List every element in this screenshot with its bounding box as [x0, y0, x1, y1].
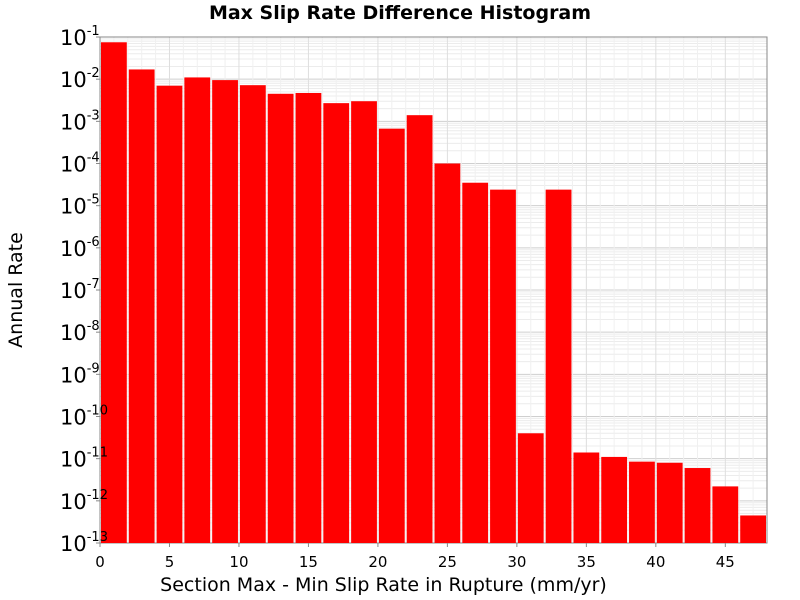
x-tick-label: 25	[438, 553, 457, 571]
y-tick-label: 10-3	[60, 108, 100, 134]
histogram-bar	[601, 456, 628, 543]
y-tick-label: 10-12	[60, 488, 108, 514]
y-axis-ticks: 10-1 10-2 10-3 10-4 10-5 10-6 10-7 10-8 10-9 10-1…	[60, 24, 108, 556]
y-tick-label: 10-6	[60, 235, 100, 261]
bars	[101, 42, 766, 544]
x-tick-label: 5	[165, 553, 175, 571]
x-tick-label: 35	[577, 553, 596, 571]
y-tick-label: 10-5	[60, 193, 100, 219]
histogram-bar	[684, 468, 711, 543]
y-tick-label: 10-10	[60, 404, 108, 430]
histogram-bar	[267, 93, 294, 543]
histogram-bar	[517, 433, 544, 543]
x-tick-label: 40	[646, 553, 665, 571]
histogram-bar	[239, 85, 266, 543]
histogram-bar	[406, 115, 433, 543]
x-tick-label: 45	[716, 553, 735, 571]
x-axis-label: Section Max - Min Slip Rate in Rupture (…	[160, 574, 607, 596]
histogram-bar	[295, 92, 322, 543]
histogram-bar	[545, 189, 572, 543]
histogram-bar	[212, 80, 238, 543]
y-tick-label: 10-9	[60, 361, 100, 387]
y-tick-label: 10-11	[60, 446, 108, 472]
histogram-bar	[184, 77, 211, 544]
y-tick-label: 10-8	[60, 319, 100, 345]
y-axis-label: Annual Rate	[5, 232, 27, 348]
histogram-bar	[101, 42, 127, 543]
y-tick-label: 10-13	[60, 530, 108, 556]
y-tick-label: 10-4	[60, 151, 100, 177]
histogram-bar	[378, 128, 405, 543]
histogram-bar	[740, 515, 766, 543]
x-axis-ticks: 0 5 10 15 20 25 30 35 40 45	[95, 543, 735, 571]
y-tick-label: 10-7	[60, 277, 100, 303]
x-tick-label: 30	[507, 553, 526, 571]
histogram-bar	[323, 103, 350, 543]
histogram-bar	[351, 101, 377, 543]
y-tick-label: 10-2	[60, 66, 100, 92]
histogram-bar	[490, 189, 516, 543]
histogram-bar	[462, 182, 489, 543]
x-tick-label: 15	[299, 553, 318, 571]
x-tick-label: 0	[95, 553, 105, 571]
x-tick-label: 10	[229, 553, 248, 571]
histogram-bar	[156, 85, 183, 543]
histogram-bar	[573, 452, 600, 543]
histogram-bar	[629, 461, 655, 543]
histogram-bar	[434, 163, 461, 543]
y-tick-label: 10-1	[60, 24, 100, 50]
histogram-bar	[656, 462, 683, 543]
chart-title: Max Slip Rate Difference Histogram	[208, 2, 592, 24]
x-tick-label: 20	[368, 553, 387, 571]
histogram-bar	[712, 486, 739, 543]
histogram-bar	[128, 69, 155, 543]
